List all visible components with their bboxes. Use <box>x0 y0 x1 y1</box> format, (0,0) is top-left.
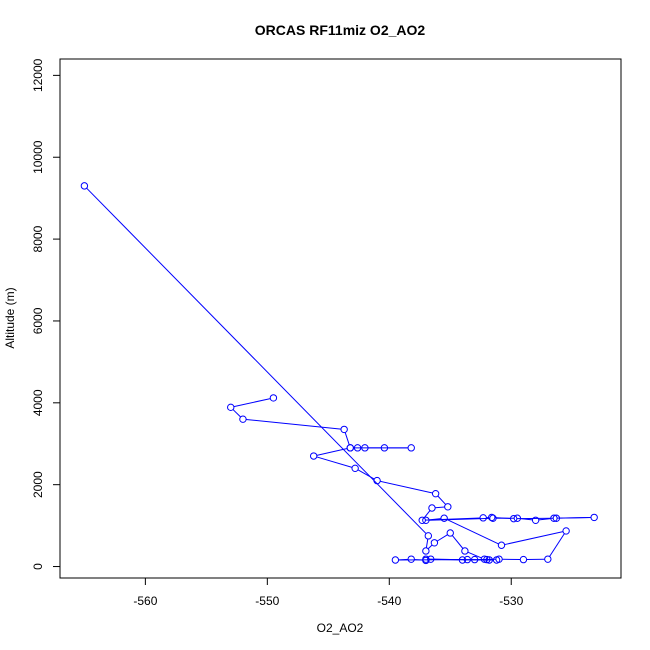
data-point <box>485 556 493 564</box>
series-line-segment <box>494 517 511 519</box>
data-point <box>353 444 362 452</box>
data-point <box>458 556 467 564</box>
data-point <box>424 532 433 540</box>
data-point <box>227 403 235 412</box>
data-point <box>480 555 489 563</box>
y-tick-label: 12000 <box>31 58 45 92</box>
series-line-segment <box>246 419 342 430</box>
series-line-segment <box>559 516 591 519</box>
series-line-segment <box>446 519 499 545</box>
data-point <box>391 556 400 564</box>
series-line-segment <box>435 506 445 509</box>
data-point <box>463 555 472 564</box>
series-line-segment <box>549 533 565 557</box>
series-line-segment <box>451 535 464 549</box>
data-point <box>407 444 415 452</box>
data-point <box>422 547 430 555</box>
data-point <box>509 514 518 523</box>
data-point <box>552 514 561 522</box>
data-point <box>590 513 598 522</box>
data-point <box>269 394 278 402</box>
y-tick-label: 6000 <box>31 307 45 334</box>
data-point <box>361 444 369 452</box>
data-point <box>407 555 415 563</box>
data-point <box>422 555 430 563</box>
series-line-segment <box>233 398 271 408</box>
series-line-segment <box>316 448 348 456</box>
y-tick-label: 8000 <box>31 225 45 252</box>
data-point <box>562 527 570 535</box>
series-line-segment <box>423 510 431 519</box>
data-point <box>428 504 436 512</box>
series-line-segment <box>538 518 551 521</box>
series-line-segment <box>86 187 427 534</box>
y-tick-label: 10000 <box>31 140 45 174</box>
series-line-segment <box>380 480 433 494</box>
data-point <box>483 555 491 564</box>
data-point <box>513 514 522 522</box>
series-line-segment <box>425 538 429 548</box>
series-line-segment <box>504 531 564 546</box>
y-axis-label: Altitude (m) <box>3 287 17 348</box>
series-line-segment <box>436 534 448 542</box>
data-point <box>495 555 503 563</box>
y-axis: 0 2000 4000 6000 8000 10000 12000 <box>31 58 60 570</box>
data-point <box>461 547 469 555</box>
series-line-segment <box>316 456 353 468</box>
data-point <box>497 541 506 549</box>
series-line-segment <box>344 432 350 445</box>
chart-title: ORCAS RF11miz O2_AO2 <box>255 22 426 38</box>
data-point <box>380 444 389 452</box>
data-point <box>346 444 354 452</box>
data-point <box>444 503 452 511</box>
data-point <box>431 489 440 498</box>
x-tick-label: -550 <box>255 594 279 608</box>
data-point <box>239 415 247 423</box>
data-point <box>470 555 479 564</box>
y-tick-label: 2000 <box>31 471 45 498</box>
data-point <box>430 539 439 547</box>
data-point <box>427 555 435 563</box>
data-point <box>479 514 487 522</box>
data-point <box>373 476 381 485</box>
series-line-segment <box>467 551 482 559</box>
x-tick-label: -530 <box>499 594 523 608</box>
data-point <box>80 182 89 190</box>
x-axis-label: O2_AO2 <box>317 621 364 635</box>
series-line-segment <box>427 544 433 550</box>
y-tick-label: 0 <box>31 563 45 570</box>
series-line-segment <box>437 495 447 505</box>
data-point <box>488 513 496 522</box>
series-line-segment <box>425 517 481 521</box>
x-axis: -560 -550 -540 -530 <box>133 578 524 608</box>
data-series <box>80 182 598 565</box>
data-point <box>351 464 359 473</box>
data-point <box>440 514 448 522</box>
data-point <box>544 555 552 563</box>
series-line-segment <box>232 409 241 418</box>
x-tick-label: -540 <box>377 594 401 608</box>
data-point <box>340 425 348 434</box>
data-point <box>550 514 558 522</box>
data-point <box>531 516 540 524</box>
series-line-segment <box>357 469 375 480</box>
data-point <box>422 516 430 524</box>
data-point <box>309 452 318 460</box>
x-tick-label: -560 <box>133 594 157 608</box>
y-tick-label: 4000 <box>31 389 45 416</box>
data-point <box>418 516 426 524</box>
plot-frame <box>59 58 622 579</box>
data-point <box>489 514 497 522</box>
data-point <box>519 555 528 564</box>
data-point <box>446 529 454 537</box>
